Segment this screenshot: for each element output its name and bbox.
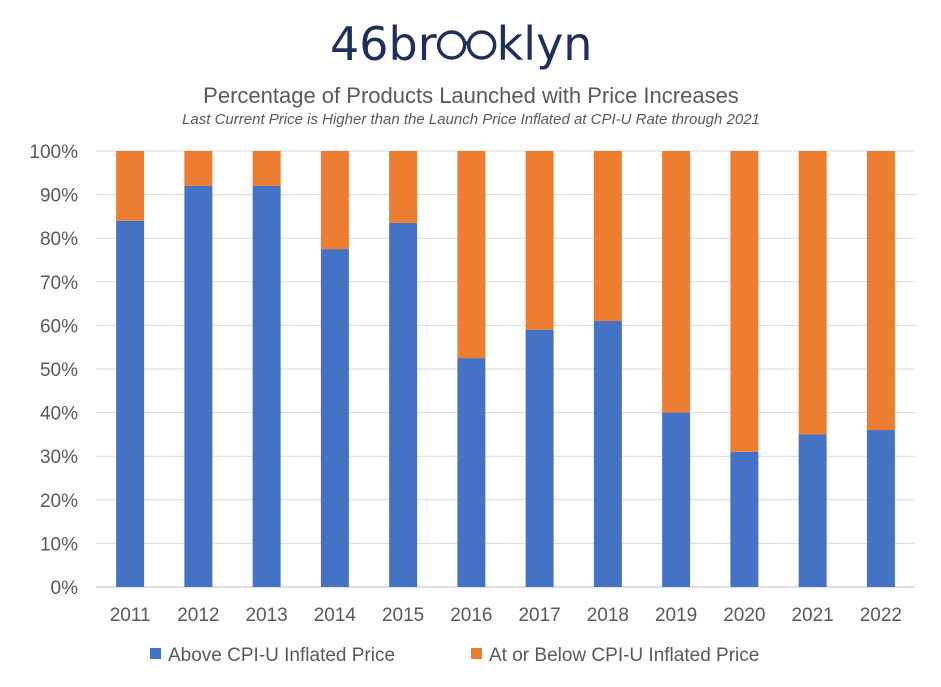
legend-label: Above CPI-U Inflated Price — [168, 645, 395, 666]
y-tick-label: 50% — [40, 360, 78, 381]
bar-at-or-below-cpi — [389, 151, 418, 223]
bar-at-or-below-cpi — [866, 151, 895, 431]
bar-above-cpi — [798, 434, 827, 587]
bar-at-or-below-cpi — [320, 151, 349, 250]
bar-at-or-below-cpi — [457, 151, 486, 359]
bar-at-or-below-cpi — [798, 151, 827, 435]
bar-at-or-below-cpi — [184, 151, 213, 186]
y-tick-label: 20% — [40, 491, 78, 512]
bar-at-or-below-cpi — [593, 151, 622, 322]
bar-at-or-below-cpi — [662, 151, 691, 413]
bars — [116, 151, 895, 587]
x-tick-label: 2012 — [177, 605, 219, 626]
x-tick-label: 2018 — [587, 605, 629, 626]
bar-at-or-below-cpi — [252, 151, 281, 186]
y-tick-label: 40% — [40, 404, 78, 425]
x-tick-label: 2016 — [450, 605, 492, 626]
x-tick-label: 2014 — [314, 605, 357, 626]
bar-above-cpi — [662, 412, 691, 587]
bar-above-cpi — [184, 185, 213, 587]
bar-above-cpi — [116, 220, 145, 587]
y-axis: 0% 10% 20% 30% 40% 50% 60% 70% 80% 90% 100% — [29, 142, 78, 599]
glasses-icon — [436, 30, 497, 60]
legend-swatch — [471, 648, 482, 659]
y-tick-label: 70% — [40, 273, 78, 294]
bar-above-cpi — [389, 222, 418, 587]
y-tick-label: 60% — [40, 316, 78, 337]
y-tick-label: 90% — [40, 186, 78, 207]
y-tick-label: 30% — [40, 447, 78, 468]
x-tick-label: 2017 — [518, 605, 560, 626]
chart-subtitle: Last Current Price is Higher than the La… — [182, 111, 760, 128]
bar-above-cpi — [730, 451, 759, 587]
bar-above-cpi — [252, 185, 281, 587]
legend: Above CPI-U Inflated Price At or Below CP… — [150, 645, 759, 666]
bar-at-or-below-cpi — [116, 151, 145, 221]
legend-swatch — [150, 648, 161, 659]
y-tick-label: 10% — [40, 534, 78, 555]
x-tick-label: 2020 — [723, 605, 765, 626]
y-tick-label: 100% — [29, 142, 78, 163]
bar-at-or-below-cpi — [730, 151, 759, 452]
y-tick-label: 80% — [40, 229, 78, 250]
logo-suffix: klyn — [497, 17, 593, 71]
y-tick-label: 0% — [51, 578, 79, 599]
bar-above-cpi — [320, 249, 349, 587]
logo-prefix: 46br — [330, 17, 437, 71]
bar-at-or-below-cpi — [525, 151, 554, 330]
bar-above-cpi — [593, 321, 622, 587]
chart-title: Percentage of Products Launched with Pri… — [203, 83, 739, 108]
x-tick-label: 2013 — [245, 605, 287, 626]
bar-above-cpi — [866, 430, 895, 587]
x-tick-label: 2011 — [110, 605, 151, 626]
bar-above-cpi — [457, 358, 486, 587]
bar-above-cpi — [525, 329, 554, 587]
x-tick-label: 2022 — [860, 605, 902, 626]
gridlines — [96, 150, 915, 588]
x-tick-label: 2019 — [655, 605, 697, 626]
legend-label: At or Below CPI-U Inflated Price — [489, 645, 759, 666]
x-tick-label: 2015 — [382, 605, 424, 626]
x-tick-label: 2021 — [791, 605, 833, 626]
brand-logo: 46br klyn — [330, 17, 592, 71]
x-axis: 2011 2012 2013 2014 2015 2016 2017 2018 2019 2020… — [110, 605, 902, 626]
